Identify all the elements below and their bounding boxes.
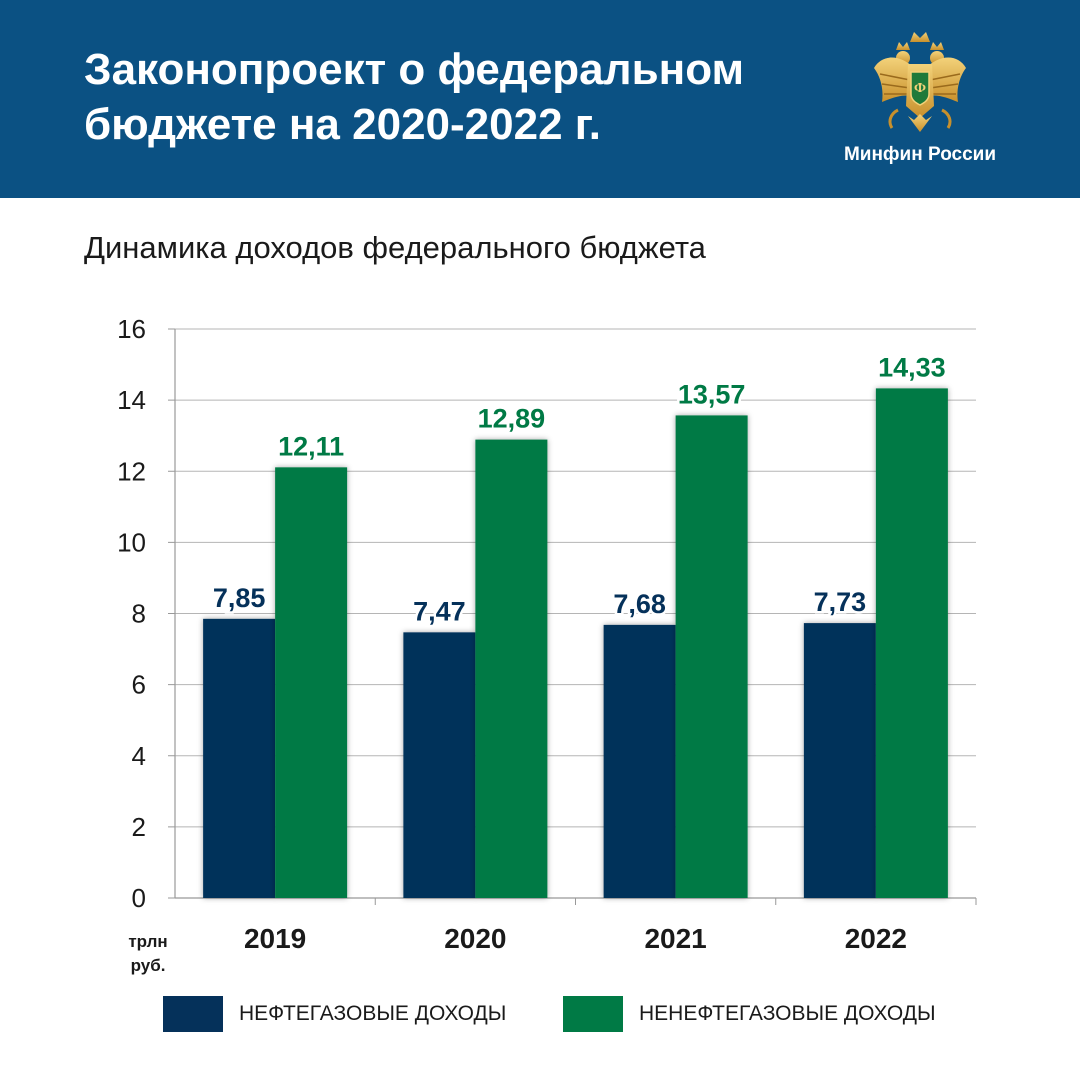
data-label-oil-gas: 7,47 (413, 596, 466, 626)
data-labels: 7,85 12,11 7,47 12,89 7,68 13,57 7,73 14,33 (210, 350, 948, 629)
x-tick-label: 2020 (444, 923, 506, 954)
y-tick-label: 4 (132, 741, 146, 771)
unit-label-line-1: трлн (128, 932, 168, 951)
bar-non-oil-gas-2022 (875, 388, 948, 898)
header-banner: Законопроект о федеральном бюджете на 20… (0, 0, 1080, 198)
bars (203, 388, 948, 898)
bar-non-oil-gas-2021 (675, 415, 748, 898)
y-tick-label: 12 (117, 456, 146, 486)
chart-title: Динамика доходов федерального бюджета (84, 230, 706, 265)
page-title: Законопроект о федеральном бюджете на 20… (84, 42, 824, 152)
unit-label: трлн руб. (108, 930, 188, 978)
legend-label-non-oil-gas: НЕНЕФТЕГАЗОВЫЕ ДОХОДЫ (639, 1002, 936, 1025)
x-tick-label: 2022 (845, 923, 907, 954)
y-tick-label: 2 (132, 812, 146, 842)
bar-non-oil-gas-2020 (475, 439, 548, 898)
y-tick-label: 14 (117, 385, 146, 415)
x-tick-label: 2021 (644, 923, 706, 954)
legend-label-oil-gas: НЕФТЕГАЗОВЫЕ ДОХОДЫ (239, 1002, 507, 1025)
page-title-line-1: Законопроект о федеральном (84, 45, 745, 94)
y-tick-label: 6 (132, 670, 146, 700)
y-tick-label: 16 (117, 314, 146, 344)
legend-swatch-oil-gas (163, 996, 223, 1032)
axes: 0 2 4 6 8 10 12 14 16 2019 2020 2021 2022 (117, 314, 977, 954)
unit-label-line-2: руб. (130, 956, 166, 975)
y-tick-label: 10 (117, 527, 146, 557)
bar-oil-gas-2022 (803, 623, 876, 898)
data-label-non-oil-gas: 14,33 (878, 352, 946, 382)
russian-coat-of-arms-icon: Ф (870, 28, 970, 136)
bar-oil-gas-2019 (203, 618, 276, 898)
data-label-non-oil-gas: 12,89 (478, 404, 546, 434)
data-label-oil-gas: 7,73 (814, 587, 867, 617)
bar-non-oil-gas-2019 (275, 467, 348, 898)
x-tick-label: 2019 (244, 923, 306, 954)
data-label-oil-gas: 7,68 (613, 589, 666, 619)
data-label-oil-gas: 7,85 (213, 583, 266, 613)
bar-oil-gas-2020 (403, 632, 476, 898)
page-title-line-2: бюджете на 2020-2022 г. (84, 100, 601, 149)
y-tick-label: 8 (132, 599, 146, 629)
data-label-non-oil-gas: 13,57 (678, 379, 746, 409)
svg-text:Ф: Ф (914, 81, 926, 96)
data-label-non-oil-gas: 12,11 (278, 431, 344, 461)
y-tick-label: 0 (132, 883, 146, 913)
legend-swatch-non-oil-gas (563, 996, 623, 1032)
ministry-name: Минфин России (843, 144, 997, 165)
bar-oil-gas-2021 (603, 624, 676, 898)
